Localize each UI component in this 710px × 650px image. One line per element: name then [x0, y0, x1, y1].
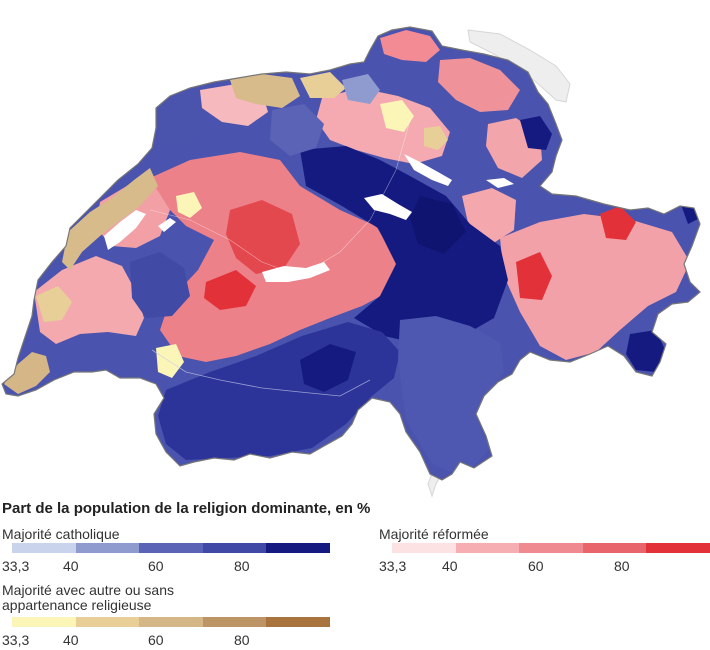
region-jura-arc-autre	[62, 168, 158, 270]
legend-swatch-autre-3	[139, 617, 203, 627]
legend-tick-reformee-60: 60	[528, 558, 544, 574]
region-central-catholique	[300, 146, 508, 344]
region-vaud-reformee	[34, 256, 144, 344]
legend-swatch-reformee-5	[646, 543, 710, 553]
legend-swatch-autre-2	[75, 617, 140, 627]
legend-tick-reformee-80: 80	[614, 558, 630, 574]
legend-swatch-reformee-2	[455, 543, 520, 553]
region-thurgau-reformee	[438, 58, 520, 112]
lake-thun-brienz	[262, 262, 330, 282]
region-poschiavo-catholique	[626, 330, 666, 372]
legend-bar-autre	[12, 617, 330, 627]
legend-swatch-catholique-1	[12, 543, 76, 553]
river-aare	[149, 119, 411, 277]
region-engadin-reformee	[600, 206, 636, 240]
legend-tick-autre-33: 33,3	[2, 632, 30, 648]
legend-swatch-catholique-4	[202, 543, 267, 553]
region-zurich-city-autre	[424, 126, 448, 150]
legend-swatch-autre-4	[202, 617, 267, 627]
region-argovie-catholique	[270, 104, 324, 156]
region-zurich-reformee	[316, 88, 450, 164]
legend-tick-catholique-33: 33,3	[2, 558, 30, 574]
region-oberland-reformee	[204, 270, 256, 310]
lake-neuchatel	[104, 210, 146, 250]
region-ticino-catholique	[398, 316, 504, 472]
region-lausanne-autre	[36, 286, 72, 322]
legend-label-catholique: Majorité catholique	[2, 526, 120, 542]
legend-bar-reformee	[392, 543, 710, 553]
river-rhone	[151, 349, 371, 397]
region-aarau-autre	[380, 100, 414, 132]
legend-swatch-reformee-1	[392, 543, 456, 553]
legend-swatch-catholique-5	[266, 543, 330, 553]
region-schaffhausen-reformee	[380, 30, 440, 62]
region-geneva-autre	[4, 352, 50, 394]
lake-biel	[158, 218, 176, 232]
legend-bar-catholique	[12, 543, 330, 553]
legend-swatch-autre-5	[266, 617, 330, 627]
legend-tick-autre-40: 40	[63, 632, 79, 648]
legend-tick-autre-80: 80	[234, 632, 250, 648]
region-emmental-reformee	[226, 200, 300, 274]
lake-lucerne	[364, 194, 412, 220]
legend-tick-catholique-80: 80	[234, 558, 250, 574]
legend-label-autre: Majorité avec autre ou sans appartenance…	[2, 582, 174, 613]
legend-tick-reformee-40: 40	[442, 558, 458, 574]
region-nordwest-catholique-light	[342, 74, 380, 104]
legend-tick-catholique-60: 60	[148, 558, 164, 574]
lake-zurich	[404, 154, 452, 186]
region-northeast-autre	[300, 72, 346, 98]
legend-title: Part de la population de la religion dom…	[2, 500, 371, 517]
region-jura-catholique	[156, 94, 204, 150]
legend-swatch-reformee-4	[582, 543, 647, 553]
legend-tick-autre-60: 60	[148, 632, 164, 648]
legend-swatch-catholique-3	[139, 543, 203, 553]
legend-swatch-catholique-2	[75, 543, 140, 553]
legend-label-reformee: Majorité réformée	[379, 526, 489, 542]
legend-swatch-autre-1	[12, 617, 76, 627]
region-valais-east-catholique	[300, 344, 356, 392]
region-prättigau-reformee	[516, 252, 552, 300]
region-schwyz-catholique	[410, 196, 466, 254]
legend-swatch-reformee-3	[519, 543, 583, 553]
region-basel-autre	[230, 74, 300, 108]
region-graubuenden-reformee	[500, 214, 690, 360]
region-fribourg-catholique	[130, 252, 190, 318]
legend-tick-catholique-40: 40	[63, 558, 79, 574]
region-vevey-autre	[156, 344, 184, 378]
region-stgallen-catholique	[520, 116, 552, 150]
region-biel-autre	[176, 192, 202, 218]
lake-walen	[486, 178, 514, 188]
legend-tick-reformee-33: 33,3	[379, 558, 407, 574]
switzerland-map	[1, 26, 701, 498]
